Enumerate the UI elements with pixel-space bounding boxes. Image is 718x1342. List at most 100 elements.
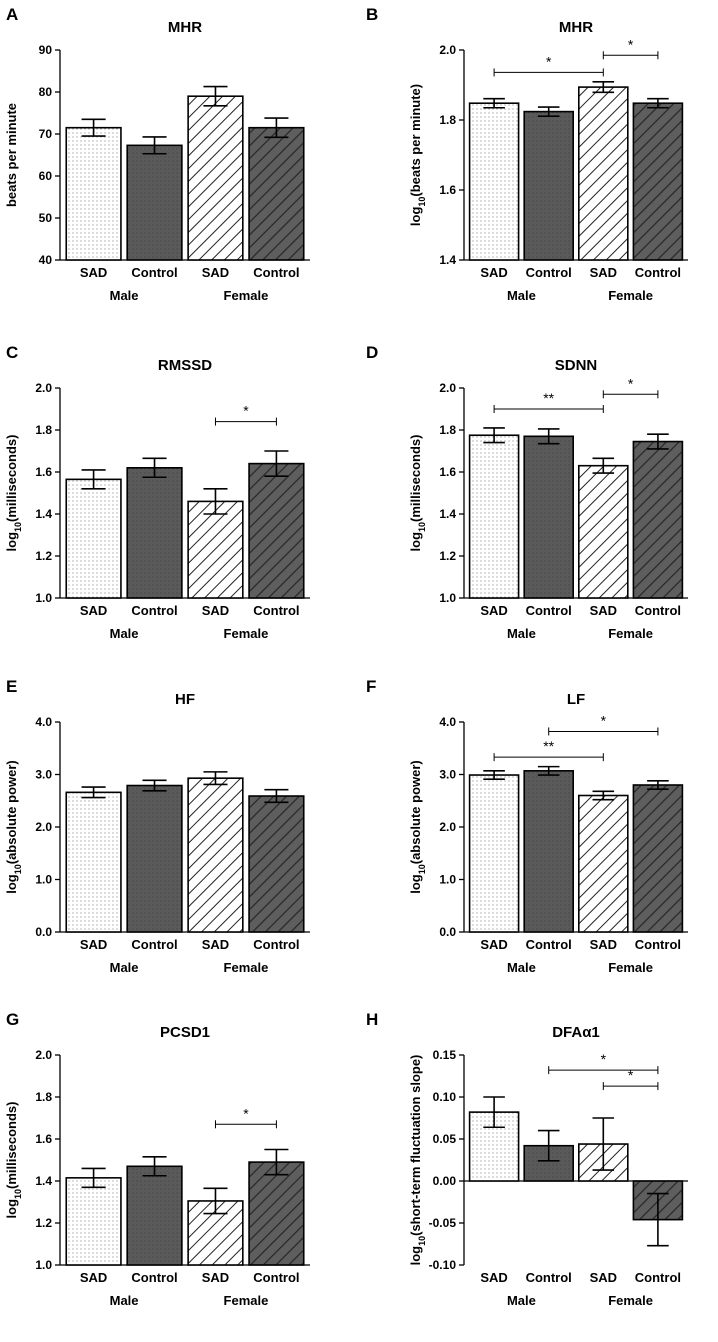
- panel-f: F LF log10(absolute power) 0.0 1.0 2.0 3.0 4.0 S…: [366, 677, 688, 975]
- group-label: Female: [224, 288, 269, 303]
- bar: [126, 466, 183, 599]
- y-axis-label: beats per minute: [4, 103, 19, 207]
- y-tick-label: 70: [39, 127, 53, 141]
- x-tick-label: SAD: [80, 265, 107, 280]
- y-axis-label-part: log: [4, 874, 19, 894]
- bar: [523, 435, 575, 599]
- y-tick-label: 0.15: [433, 1048, 457, 1062]
- x-tick-label: Control: [253, 603, 299, 618]
- y-tick-label: 2.0: [439, 820, 456, 834]
- panel-letter: G: [6, 1010, 19, 1029]
- bar: [248, 1161, 305, 1266]
- bar: [187, 500, 244, 599]
- y-tick-label: 2.0: [35, 1048, 52, 1062]
- x-tick-label: SAD: [202, 1270, 229, 1285]
- y-tick-label: 3.0: [439, 768, 456, 782]
- x-tick-label: SAD: [480, 265, 507, 280]
- x-tick-label: Control: [526, 1270, 572, 1285]
- y-tick-label: -0.10: [429, 1258, 457, 1272]
- y-tick-label: 4.0: [439, 715, 456, 729]
- bar: [468, 434, 520, 599]
- y-axis-label-part: (milliseconds): [408, 435, 423, 522]
- significance-label: *: [628, 36, 634, 52]
- y-axis-label-part: log: [4, 1199, 19, 1219]
- y-tick-label: 1.4: [439, 507, 456, 521]
- y-tick-label: 1.0: [439, 873, 456, 887]
- group-label: Male: [110, 1293, 139, 1308]
- y-axis-label: log10(absolute power): [408, 760, 427, 894]
- y-axis-label-part: log: [408, 532, 423, 552]
- y-tick-label: 1.6: [439, 465, 456, 479]
- y-tick-label: 1.0: [35, 1258, 52, 1272]
- y-tick-label: 1.8: [439, 113, 456, 127]
- group-label: Male: [110, 288, 139, 303]
- y-axis-label: log10(beats per minute): [408, 84, 427, 226]
- y-axis-label-sub: 10: [417, 522, 427, 532]
- significance-label: *: [628, 1067, 634, 1083]
- panel-letter: A: [6, 5, 18, 24]
- y-axis-label-sub: 10: [417, 197, 427, 207]
- significance-label: *: [546, 53, 552, 69]
- y-axis-label-part: (beats per minute): [408, 84, 423, 197]
- y-tick-label: 0.0: [35, 925, 52, 939]
- bar: [468, 774, 520, 933]
- bar: [632, 102, 684, 261]
- y-tick-label: 2.0: [439, 381, 456, 395]
- bar: [577, 794, 629, 933]
- x-tick-label: SAD: [480, 937, 507, 952]
- bar: [577, 464, 629, 599]
- y-axis-label-part: (absolute power): [408, 760, 423, 864]
- y-tick-label: 1.2: [439, 549, 456, 563]
- y-tick-label: 2.0: [35, 820, 52, 834]
- x-tick-label: Control: [635, 1270, 681, 1285]
- y-axis-label-part: log: [408, 207, 423, 227]
- y-tick-label: 1.6: [35, 1132, 52, 1146]
- bar: [523, 110, 575, 261]
- panel-letter: B: [366, 5, 378, 24]
- panel-d: D SDNN log10(milliseconds) 1.0 1.2 1.4 1.6 1.8 2…: [366, 343, 688, 641]
- x-tick-label: Control: [635, 603, 681, 618]
- group-label: Female: [608, 1293, 653, 1308]
- y-axis-label-sub: 10: [13, 1189, 23, 1199]
- significance-label: *: [243, 1105, 249, 1121]
- bar: [523, 770, 575, 933]
- group-label: Male: [507, 626, 536, 641]
- significance-label: **: [543, 738, 554, 754]
- panel-c: C RMSSD log10(milliseconds) 1.0 1.2 1.4 1.6 1.8…: [4, 343, 310, 641]
- y-tick-label: 1.0: [35, 873, 52, 887]
- x-tick-label: Control: [131, 603, 177, 618]
- chart-title: RMSSD: [158, 357, 212, 374]
- x-tick-label: SAD: [202, 265, 229, 280]
- panel-letter: C: [6, 343, 18, 362]
- panel-letter: H: [366, 1010, 378, 1029]
- group-label: Male: [507, 1293, 536, 1308]
- y-tick-label: 3.0: [35, 768, 52, 782]
- x-tick-label: Control: [253, 1270, 299, 1285]
- y-tick-label: 80: [39, 85, 53, 99]
- y-axis-label: log10(milliseconds): [408, 435, 427, 552]
- y-tick-label: 1.6: [439, 183, 456, 197]
- x-tick-label: SAD: [590, 937, 617, 952]
- y-tick-label: 1.4: [439, 253, 456, 267]
- y-axis-label-sub: 10: [417, 864, 427, 874]
- x-tick-label: Control: [526, 937, 572, 952]
- group-label: Female: [224, 626, 269, 641]
- group-label: Male: [110, 626, 139, 641]
- bar: [187, 95, 244, 261]
- x-tick-label: SAD: [80, 1270, 107, 1285]
- x-tick-label: SAD: [480, 1270, 507, 1285]
- x-tick-label: Control: [131, 937, 177, 952]
- bar: [632, 784, 684, 933]
- group-label: Male: [110, 960, 139, 975]
- significance-label: *: [243, 403, 249, 419]
- y-axis-label-sub: 10: [13, 864, 23, 874]
- x-tick-label: SAD: [202, 603, 229, 618]
- group-label: Female: [224, 960, 269, 975]
- y-axis-label-part: log: [408, 874, 423, 894]
- bar: [248, 126, 305, 261]
- y-tick-label: 0.10: [433, 1090, 457, 1104]
- y-tick-label: 1.4: [35, 1174, 52, 1188]
- panel-letter: E: [6, 677, 17, 696]
- bar: [126, 784, 183, 933]
- bar: [468, 102, 520, 261]
